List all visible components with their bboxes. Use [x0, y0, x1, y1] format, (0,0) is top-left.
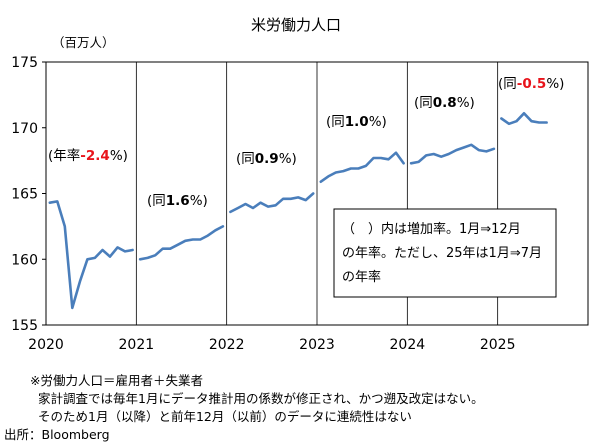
y-tick-label: 165 [11, 187, 38, 203]
series-line-2021 [138, 225, 225, 261]
growth-annotation: (年率-2.4%) [48, 147, 128, 164]
source-note: 出所：Bloomberg [4, 427, 110, 442]
x-tick-label: 2023 [299, 337, 335, 353]
y-tick-label: 160 [11, 252, 38, 268]
growth-annotation: (同0.9%) [236, 151, 297, 167]
growth-annotation: (同0.8%) [414, 95, 475, 111]
growth-annotation: (同1.6%) [147, 193, 208, 209]
series-line-2020 [48, 200, 134, 310]
series-line-2024 [409, 143, 496, 165]
x-tick-label: 2021 [119, 337, 155, 353]
footnote-continuity: そのため1月（以降）と前年12月（以前）のデータに連続性はない [38, 409, 412, 424]
x-tick-label: 2024 [390, 337, 426, 353]
series-line-2025 [500, 112, 548, 126]
series-line-2023 [319, 151, 405, 183]
x-tick-label: 2022 [209, 337, 245, 353]
growth-annotation: (同1.0%) [326, 114, 387, 130]
note-box-line: （ ）内は増加率。1月⇒12月 [342, 221, 521, 237]
y-tick-label: 155 [11, 318, 38, 334]
y-tick-label: 170 [11, 121, 38, 137]
note-box-line: の年率。ただし、25年は1月⇒7月 [342, 245, 542, 261]
footnote-definition: ※労働力人口＝雇用者＋失業者 [30, 373, 203, 388]
note-box [333, 208, 557, 298]
footnote-revision: 家計調査では毎年1月にデータ推計用の係数が修正され、かつ遡及改定はない。 [38, 391, 484, 406]
chart-title: 米労働力人口 [251, 16, 341, 34]
x-tick-label: 2020 [28, 337, 64, 353]
y-tick-label: 175 [11, 55, 38, 71]
unit-label: （百万人） [52, 35, 115, 50]
growth-annotation: (同-0.5%) [498, 76, 564, 92]
footnotes: ※労働力人口＝雇用者＋失業者 家計調査では毎年1月にデータ推計用の係数が修正され… [4, 372, 484, 444]
x-tick-label: 2025 [480, 337, 516, 353]
labor-force-chart: 米労働力人口 （百万人） 155 160 165 170 175 2020 2021 2022 20… [11, 16, 589, 353]
note-box-line: の年率 [342, 269, 381, 285]
series-line-2022 [229, 192, 315, 214]
